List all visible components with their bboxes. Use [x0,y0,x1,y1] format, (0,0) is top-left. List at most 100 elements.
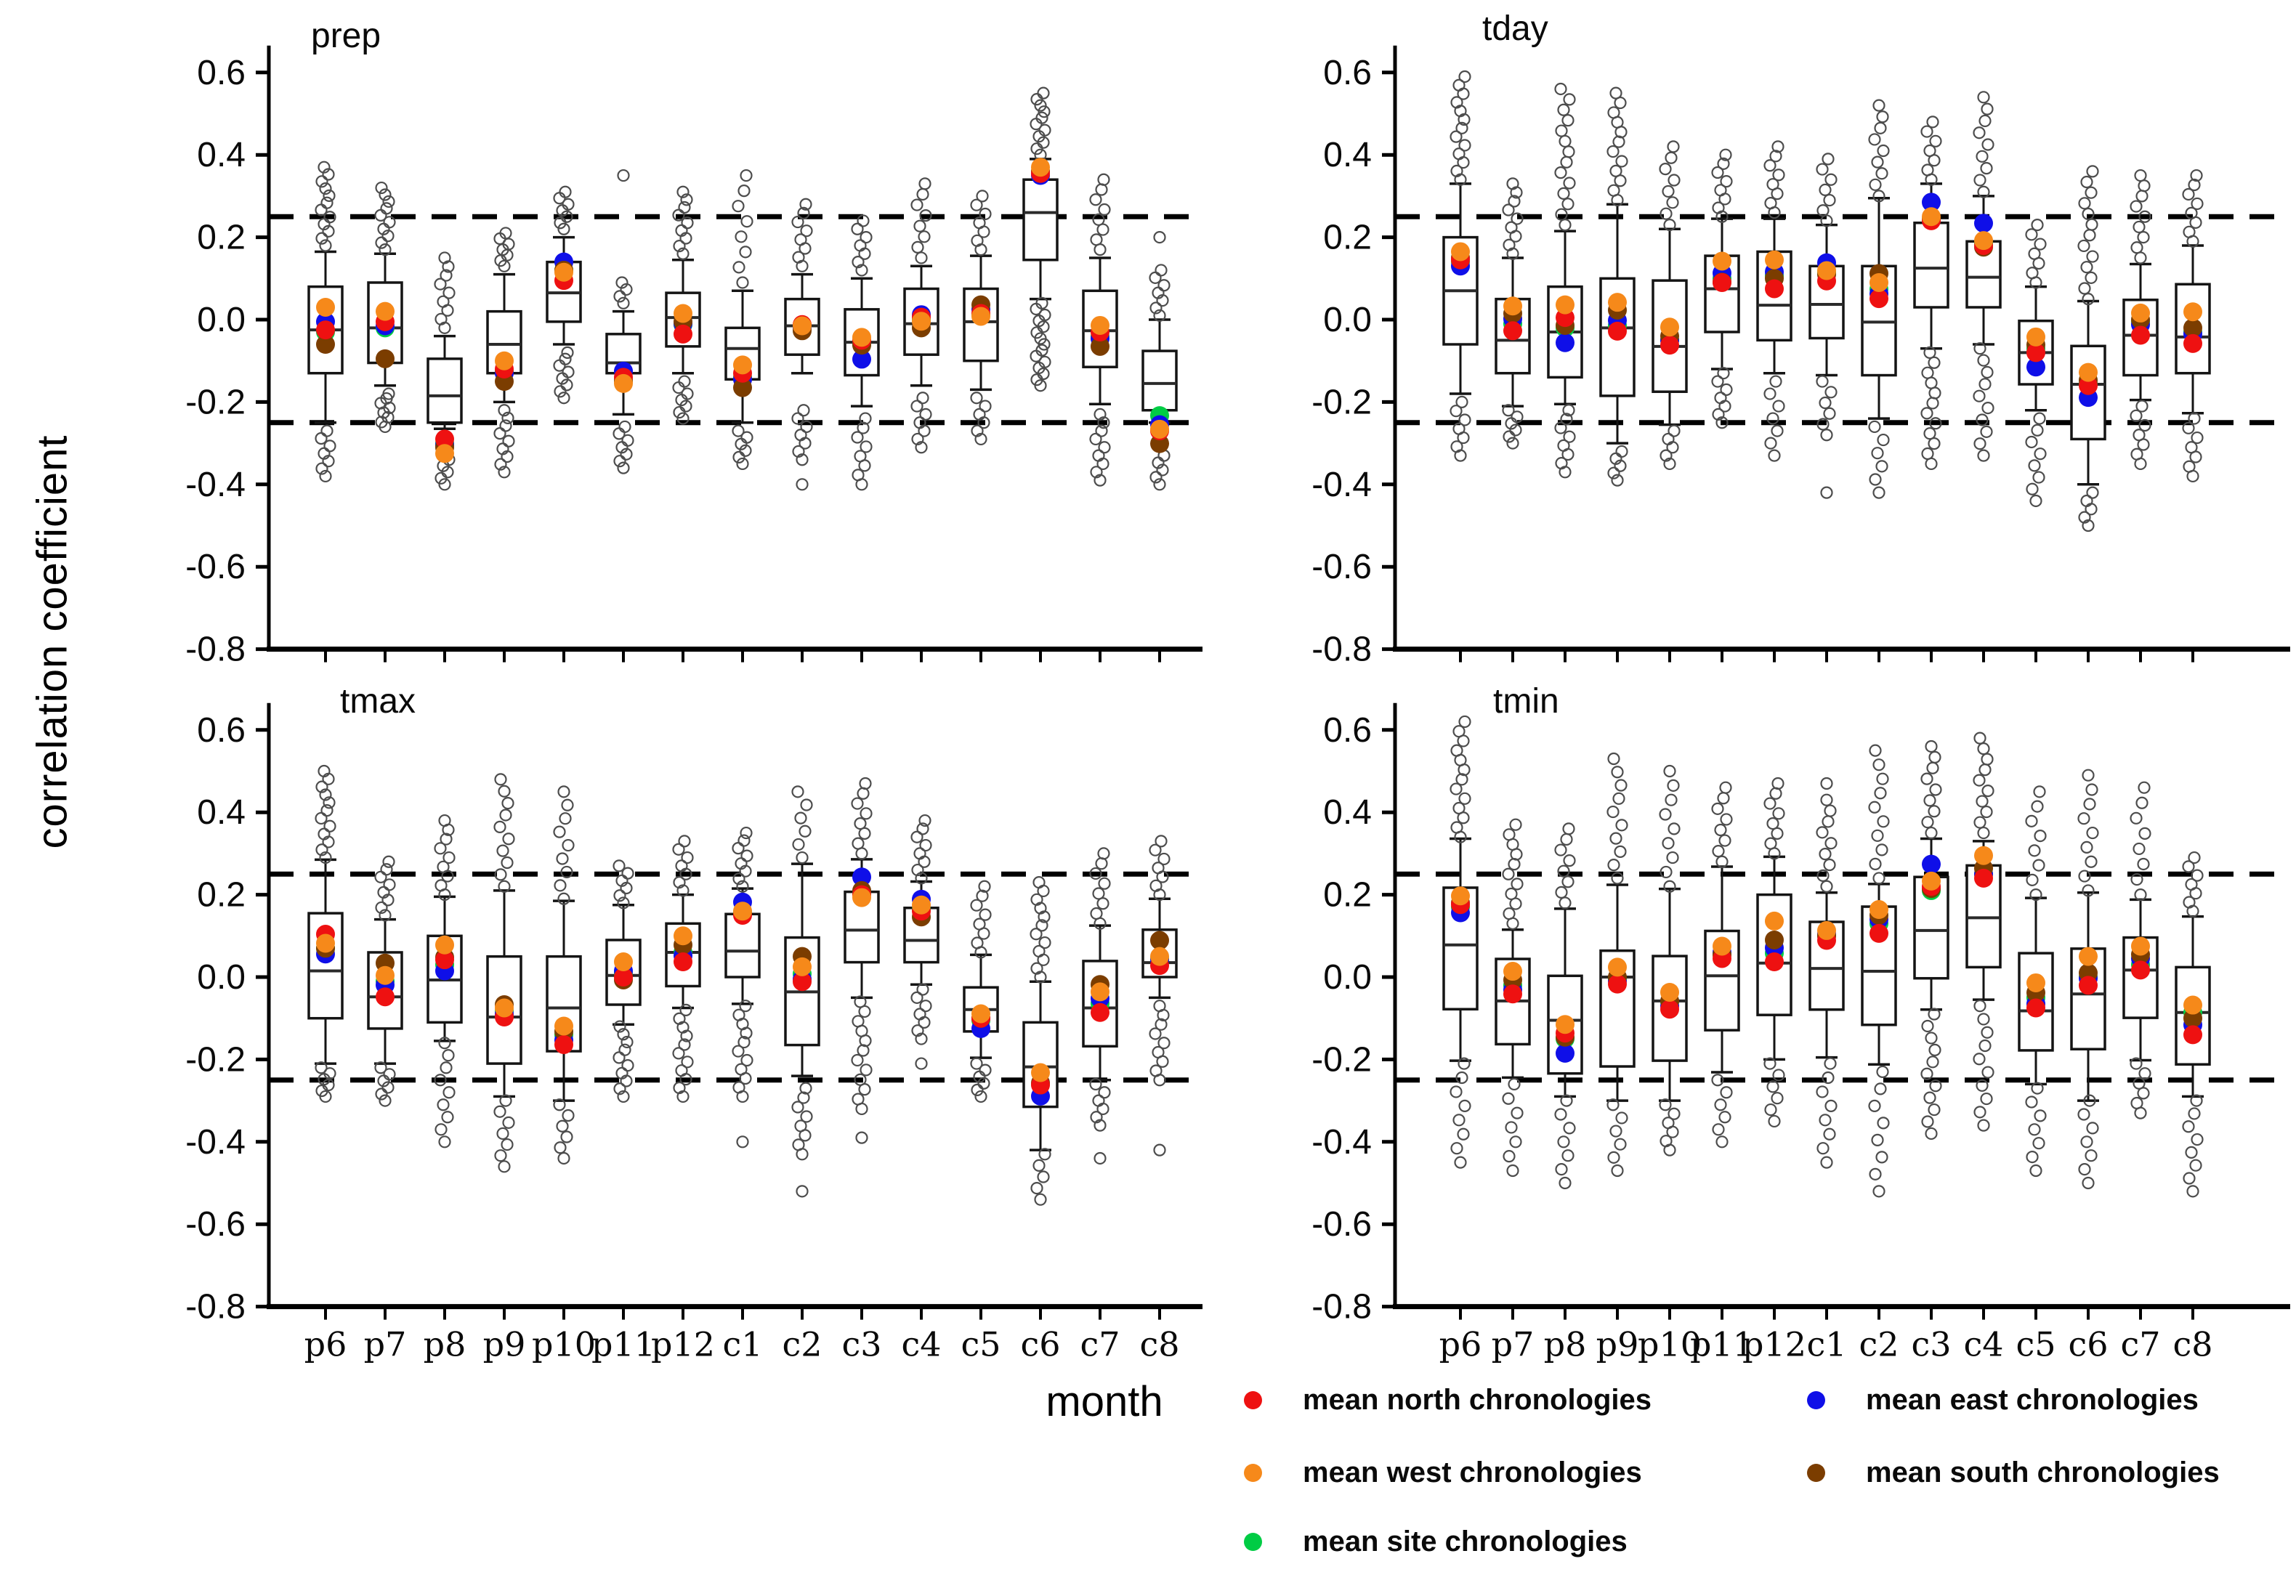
outlier-icon [1667,779,1680,792]
outlier-icon [740,431,753,444]
box-plot-c4 [903,814,939,1070]
outlier-icon [681,851,694,864]
outlier-icon [323,1067,336,1080]
mean-dot-west [1451,242,1470,262]
outlier-icon [562,365,575,378]
box-plot-p9 [1599,86,1636,487]
box-plot-p7 [1495,177,1531,450]
outlier-icon [797,404,810,417]
outlier-icon [440,833,453,846]
outlier-icon [794,1119,807,1133]
outlier-icon [499,1094,512,1107]
outlier-icon [1505,887,1518,901]
outlier-icon [2080,1135,2093,1149]
outlier-icon [1614,845,1627,858]
outlier-icon [911,432,924,446]
outlier-icon [2033,412,2046,425]
outlier-icon [1095,183,1108,196]
outlier-icon [1609,1125,1622,1138]
outlier-icon [319,469,332,483]
outlier-icon [1607,752,1620,766]
outlier-icon [672,1047,685,1060]
outlier-icon [559,812,572,825]
outlier-icon [613,1051,626,1064]
mean-dot-west [2183,302,2202,322]
outlier-icon [1668,424,1681,437]
outlier-icon [1820,880,1833,893]
outlier-icon [1823,193,1836,207]
outlier-icon [679,400,692,413]
mean-dot-west [316,933,335,953]
outlier-icon [1923,427,1936,440]
outlier-icon [440,269,453,282]
outlier-icon [2080,494,2093,508]
outlier-icon [740,826,753,840]
outlier-icon [1764,437,1777,450]
mean-dot-north [1608,321,1627,341]
outlier-icon [1720,383,1733,396]
mean-dot-north [1869,923,1888,943]
outlier-icon [1923,346,1936,359]
outlier-icon [675,1064,688,1077]
outlier-icon [2182,421,2195,434]
outlier-icon [1554,843,1567,856]
outlier-icon [2138,210,2151,223]
outlier-icon [678,200,691,214]
mean-dot-north [2079,976,2098,995]
outlier-icon [381,230,395,243]
box-plot-c2 [784,198,820,491]
mean-dot-north [376,987,395,1007]
box-plot-p11 [605,169,642,474]
outlier-icon [1098,203,1111,216]
mean-dot-west [435,444,454,463]
outlier-icon [620,447,633,461]
outlier-icon [494,773,507,786]
mean-dot-north [674,324,692,344]
mean-dot-west [793,957,812,976]
outlier-icon [736,276,749,289]
outlier-icon [1038,308,1051,322]
outlier-icon [1823,858,1836,872]
outlier-icon [1819,183,1832,196]
outlier-icon [1973,732,1986,745]
outlier-icon [434,312,448,325]
outlier-icon [916,983,929,996]
outlier-icon [791,215,804,229]
outlier-icon [1503,238,1516,251]
outlier-icon [1455,1071,1468,1085]
outlier-icon [680,193,693,206]
outlier-icon [315,232,328,245]
x-tick-label: p6 [304,1325,347,1364]
outlier-icon [494,1149,507,1162]
mean-dot-east [852,349,871,369]
y-tick-label: 0.0 [197,301,246,339]
outlier-icon [438,1135,451,1149]
outlier-icon [1714,392,1727,405]
outlier-icon [918,230,931,243]
outlier-icon [911,240,924,254]
legend-item-site: mean site chronologies [1244,1526,1628,1557]
box-plot-p11 [1704,781,1740,1149]
outlier-icon [2032,1137,2045,1150]
outlier-icon [1921,1115,1934,1128]
outlier-icon [1711,375,1724,388]
x-tick-label: p12 [651,1325,715,1364]
outlier-icon [1095,857,1108,870]
box-plot-c6 [1022,875,1059,1206]
outlier-icon [434,842,447,855]
box-plot-p8 [427,814,463,1149]
outlier-icon [493,820,506,833]
outlier-icon [1034,99,1047,112]
outlier-icon [1455,121,1468,134]
outlier-icon [1554,1108,1567,1121]
outlier-icon [2086,250,2099,263]
outlier-icon [1663,218,1676,232]
outlier-icon [1980,805,1993,819]
box-plot-c8 [2175,169,2211,483]
outlier-icon [1609,832,1622,845]
outlier-icon [2026,873,2039,886]
outlier-icon [1981,102,1994,116]
outlier-icon [796,851,809,864]
outlier-icon [438,814,451,827]
